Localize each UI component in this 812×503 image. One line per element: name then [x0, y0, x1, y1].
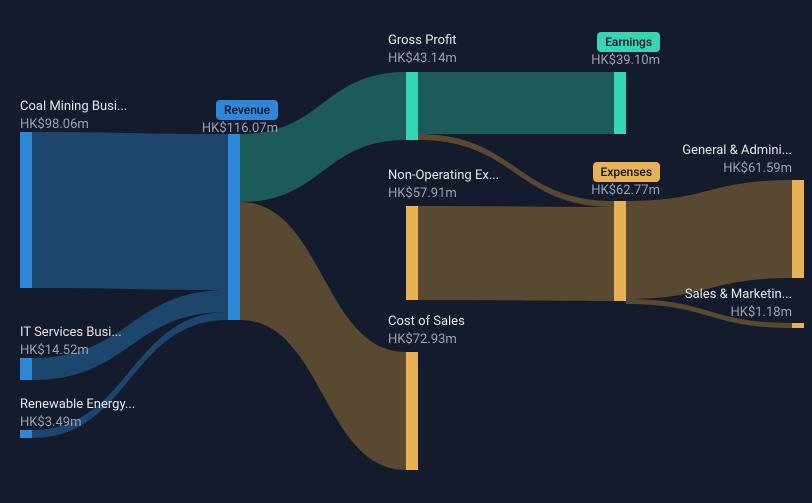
node-label-ga: General & Admini...HK$61.59m [682, 142, 792, 177]
node-value-exp: HK$62.77m [591, 182, 660, 200]
sankey-node-coal [20, 132, 32, 288]
node-label-it: IT Services Busi...HK$14.52m [20, 324, 122, 359]
node-title-it: IT Services Busi... [20, 324, 122, 342]
node-title-ga: General & Admini... [682, 142, 792, 160]
node-title-cos: Cost of Sales [388, 313, 465, 331]
sankey-link [240, 202, 406, 470]
node-value-coal: HK$98.06m [20, 116, 127, 134]
sankey-chart: Coal Mining Busi...HK$98.06m IT Services … [0, 0, 812, 503]
node-badge-revenue: Revenue [216, 100, 278, 120]
node-title-nonop: Non-Operating Ex... [388, 167, 499, 185]
node-value-earn: HK$39.10m [591, 52, 660, 70]
node-label-revenue: RevenueHK$116.07m [202, 100, 278, 138]
sankey-node-earn [614, 72, 626, 134]
node-label-earn: EarningsHK$39.10m [591, 32, 660, 70]
node-title-renew: Renewable Energy... [20, 396, 135, 414]
sankey-link [32, 132, 228, 290]
node-label-gross: Gross ProfitHK$43.14m [388, 32, 457, 67]
sankey-node-ga [792, 180, 804, 278]
sankey-node-sm [792, 323, 804, 328]
node-value-nonop: HK$57.91m [388, 185, 499, 203]
node-label-nonop: Non-Operating Ex...HK$57.91m [388, 167, 499, 202]
node-value-ga: HK$61.59m [682, 160, 792, 178]
sankey-node-it [20, 358, 32, 380]
sankey-node-exp [614, 201, 626, 301]
node-value-sm: HK$1.18m [685, 304, 792, 322]
node-badge-exp: Expenses [593, 162, 660, 182]
node-value-revenue: HK$116.07m [202, 120, 278, 138]
sankey-link [418, 206, 614, 301]
node-title-gross: Gross Profit [388, 32, 457, 50]
node-value-cos: HK$72.93m [388, 331, 465, 349]
node-title-sm: Sales & Marketin... [685, 286, 792, 304]
node-value-it: HK$14.52m [20, 342, 122, 360]
node-label-coal: Coal Mining Busi...HK$98.06m [20, 98, 127, 133]
node-label-cos: Cost of SalesHK$72.93m [388, 313, 465, 348]
node-value-renew: HK$3.49m [20, 414, 135, 432]
sankey-node-gross [406, 72, 418, 140]
node-value-gross: HK$43.14m [388, 50, 457, 68]
node-badge-earn: Earnings [597, 32, 660, 52]
node-label-sm: Sales & Marketin...HK$1.18m [685, 286, 792, 321]
node-label-exp: ExpensesHK$62.77m [591, 162, 660, 200]
sankey-node-cos [406, 352, 418, 470]
node-label-renew: Renewable Energy...HK$3.49m [20, 396, 135, 431]
sankey-node-revenue [228, 134, 240, 320]
node-title-coal: Coal Mining Busi... [20, 98, 127, 116]
sankey-node-renew [20, 430, 32, 438]
sankey-link [418, 72, 614, 134]
sankey-node-nonop [406, 206, 418, 300]
